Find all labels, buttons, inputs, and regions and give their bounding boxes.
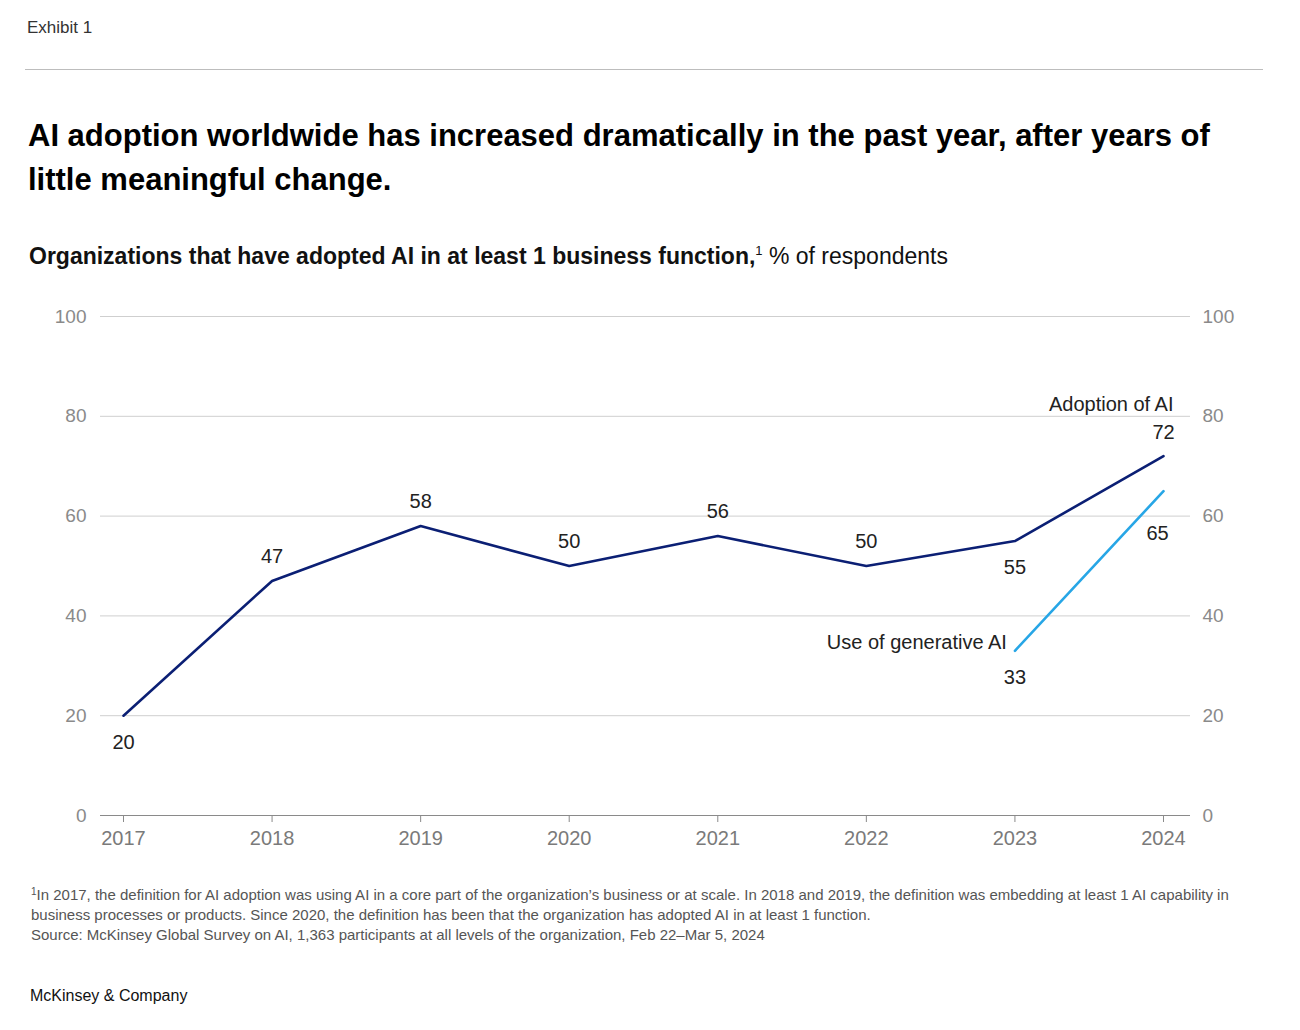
html-text:Exhibit 1: Exhibit 1 — [27, 18, 93, 37]
svg-text:40: 40 — [65, 605, 86, 626]
svg-text:2017: 2017 — [101, 827, 146, 849]
svg-text:2022: 2022 — [844, 827, 889, 849]
svg-text:60: 60 — [65, 505, 86, 526]
svg-text:0: 0 — [1203, 805, 1214, 826]
html-text:Organizations that have adopte: Organizations that have adopted AI in at… — [29, 243, 948, 269]
html-text:AI adoption worldwide has incr: AI adoption worldwide has increased dram… — [28, 118, 1210, 197]
svg-text:2018: 2018 — [250, 827, 295, 849]
svg-text:50: 50 — [558, 530, 580, 552]
svg-text:2024: 2024 — [1141, 827, 1186, 849]
svg-text:80: 80 — [1203, 405, 1224, 426]
svg-text:55: 55 — [1004, 556, 1026, 578]
svg-text:2019: 2019 — [398, 827, 443, 849]
svg-text:56: 56 — [707, 500, 729, 522]
svg-text:20: 20 — [65, 705, 86, 726]
svg-text:0: 0 — [76, 805, 87, 826]
svg-text:47: 47 — [261, 545, 283, 567]
svg-text:40: 40 — [1203, 605, 1224, 626]
svg-text:80: 80 — [65, 405, 86, 426]
svg-text:33: 33 — [1004, 666, 1026, 688]
svg-text:50: 50 — [855, 530, 877, 552]
html-text:Source: McKinsey Global Survey: Source: McKinsey Global Survey on AI, 1,… — [31, 926, 765, 943]
html-text:1In 2017, the definition for A: 1In 2017, the definition for AI adoption… — [31, 886, 1229, 923]
svg-text:20: 20 — [1203, 705, 1224, 726]
svg-text:2020: 2020 — [547, 827, 592, 849]
svg-text:20: 20 — [112, 731, 134, 753]
svg-text:2023: 2023 — [993, 827, 1038, 849]
svg-text:58: 58 — [410, 490, 432, 512]
svg-text:72: 72 — [1152, 421, 1174, 443]
svg-text:Use of generative AI: Use of generative AI — [827, 631, 1007, 653]
svg-text:2021: 2021 — [696, 827, 741, 849]
svg-text:65: 65 — [1146, 522, 1168, 544]
svg-text:100: 100 — [55, 306, 87, 327]
svg-text:100: 100 — [1203, 306, 1235, 327]
svg-text:60: 60 — [1203, 505, 1224, 526]
html-text:McKinsey & Company: McKinsey & Company — [30, 987, 188, 1004]
svg-text:Adoption of AI: Adoption of AI — [1049, 393, 1174, 415]
